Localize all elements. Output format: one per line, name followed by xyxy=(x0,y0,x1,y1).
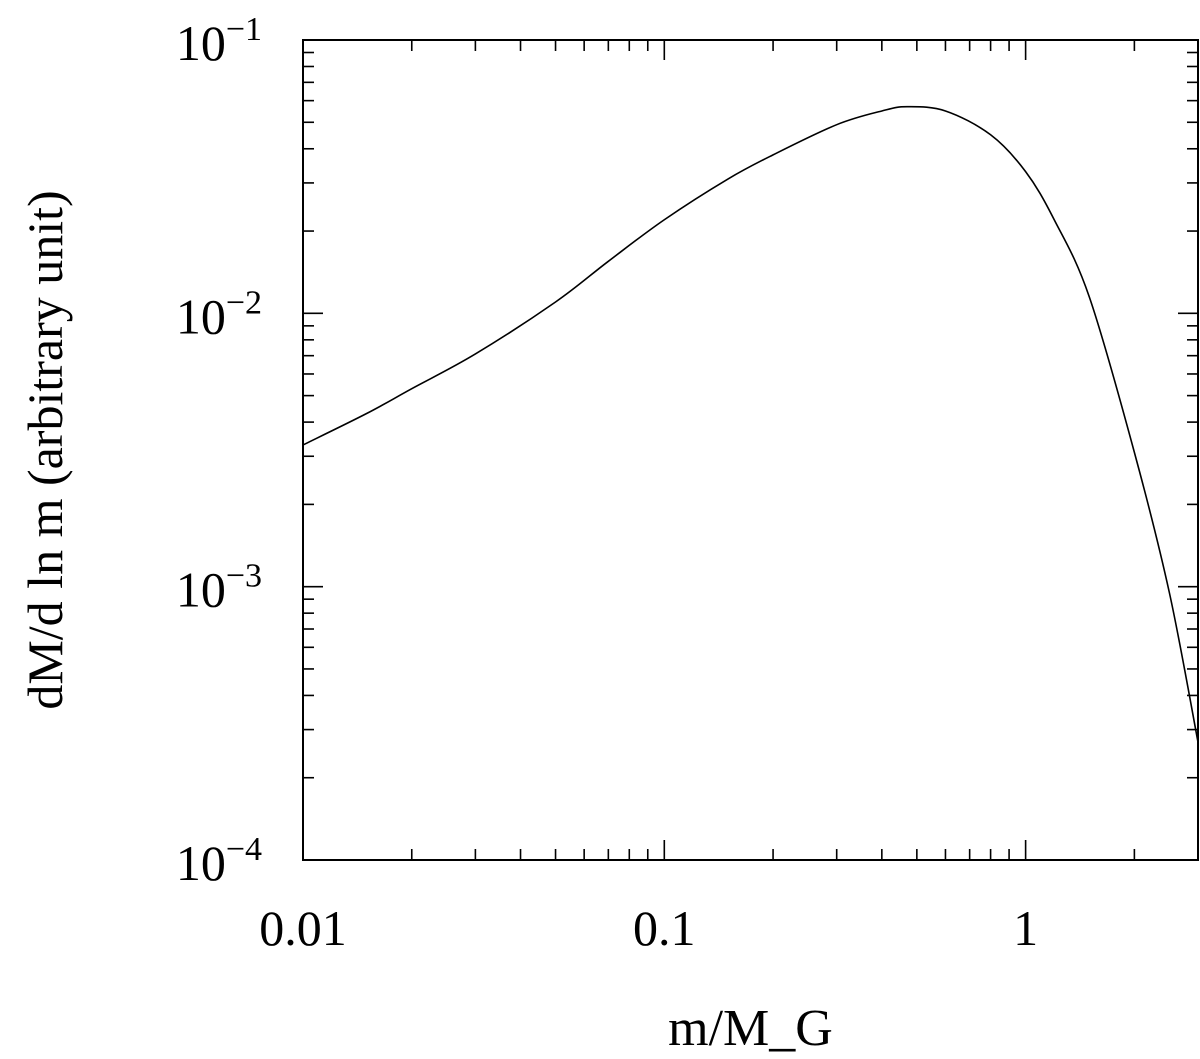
y-axis-label: dM/d ln m (arbitrary unit) xyxy=(17,190,73,709)
x-axis-label: m/M_G xyxy=(668,1000,833,1057)
x-tick-label: 0.01 xyxy=(259,900,347,956)
y-tick-label: 10−2 xyxy=(176,284,262,344)
x-tick-label: 1 xyxy=(1013,900,1038,956)
series-line xyxy=(302,105,1199,743)
y-tick-label: 10−3 xyxy=(176,558,262,618)
plot-frame xyxy=(302,39,1199,861)
y-tick-label: 10−1 xyxy=(176,11,262,71)
x-tick-label: 0.1 xyxy=(633,900,696,956)
y-tick-label: 10−4 xyxy=(176,831,262,891)
ticks-layer xyxy=(302,39,1199,861)
